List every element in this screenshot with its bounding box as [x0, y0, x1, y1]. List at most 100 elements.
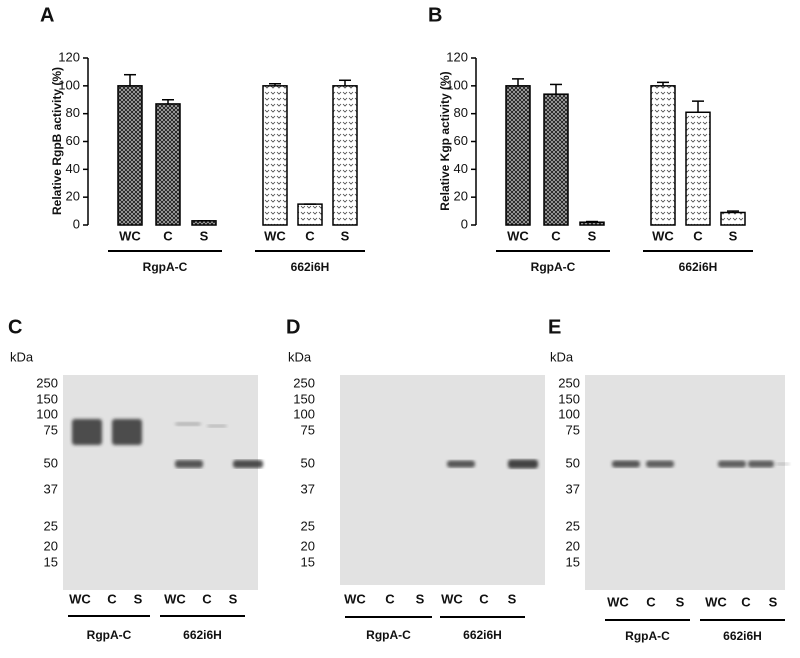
x-tick-label: S — [341, 228, 350, 243]
y-tick-label: 60 — [66, 133, 80, 148]
bar — [543, 93, 569, 226]
band — [112, 419, 142, 445]
bar — [155, 103, 181, 226]
panel-label: E — [548, 316, 561, 338]
marker-label: 100 — [558, 406, 580, 421]
band — [718, 460, 746, 468]
x-tick-label: C — [693, 228, 703, 243]
x-tick-label: S — [729, 228, 738, 243]
marker-label: 50 — [566, 455, 580, 470]
gel — [340, 375, 545, 585]
lane-label: WC — [344, 591, 366, 606]
group-label: RgpA-C — [531, 260, 576, 274]
group-label: RgpA-C — [143, 260, 188, 274]
x-tick-label: S — [200, 228, 209, 243]
y-tick-label: 0 — [461, 216, 468, 231]
x-tick-label: S — [588, 228, 597, 243]
y-tick-label: 40 — [66, 161, 80, 176]
lane-label: WC — [164, 591, 186, 606]
lane-label: S — [416, 591, 425, 606]
lane-label: C — [107, 591, 117, 606]
marker-label: 50 — [301, 455, 315, 470]
marker-label: 150 — [36, 391, 58, 406]
lane-label: WC — [441, 591, 463, 606]
bar — [720, 211, 746, 226]
marker-label: 25 — [301, 518, 315, 533]
lane-label: WC — [607, 594, 629, 609]
group-label: 662i6H — [679, 260, 718, 274]
gel — [63, 375, 258, 590]
bar — [650, 85, 676, 226]
band — [175, 460, 203, 468]
bar — [117, 85, 143, 226]
group-label: 662i6H — [463, 628, 502, 642]
panel-label: A — [40, 4, 54, 26]
x-tick-label: WC — [119, 228, 141, 243]
lane-label: C — [646, 594, 656, 609]
marker-label: 20 — [301, 538, 315, 553]
marker-label: 250 — [36, 375, 58, 390]
y-tick-label: 0 — [73, 216, 80, 231]
lane-label: C — [385, 591, 395, 606]
marker-label: 20 — [44, 538, 58, 553]
y-tick-label: 120 — [446, 49, 468, 64]
group-label: 662i6H — [723, 629, 762, 643]
lane-label: C — [479, 591, 489, 606]
unit-label: kDa — [288, 349, 312, 364]
x-tick-label: C — [163, 228, 173, 243]
x-tick-label: WC — [652, 228, 674, 243]
marker-label: 37 — [44, 481, 58, 496]
bar — [505, 85, 531, 226]
marker-label: 75 — [566, 422, 580, 437]
y-tick-label: 20 — [66, 189, 80, 204]
x-tick-label: WC — [264, 228, 286, 243]
bar — [297, 203, 323, 226]
lane-label: S — [676, 594, 685, 609]
marker-label: 15 — [566, 554, 580, 569]
lane-label: S — [508, 591, 517, 606]
marker-label: 25 — [566, 518, 580, 533]
marker-label: 37 — [301, 481, 315, 496]
bar — [685, 111, 711, 226]
marker-label: 75 — [301, 422, 315, 437]
y-tick-label: 100 — [446, 77, 468, 92]
group-label: RgpA-C — [87, 628, 132, 642]
band — [72, 419, 102, 445]
marker-label: 250 — [293, 375, 315, 390]
x-tick-label: WC — [507, 228, 529, 243]
bar — [579, 221, 605, 226]
lane-label: C — [741, 594, 751, 609]
unit-label: kDa — [10, 349, 34, 364]
panel-label: B — [428, 4, 442, 26]
band — [175, 422, 201, 426]
x-tick-label: C — [551, 228, 561, 243]
marker-label: 50 — [44, 455, 58, 470]
band — [776, 462, 790, 466]
y-tick-label: 100 — [58, 77, 80, 92]
marker-label: 250 — [558, 375, 580, 390]
lane-label: S — [134, 591, 143, 606]
band — [447, 460, 475, 468]
marker-label: 15 — [44, 554, 58, 569]
lane-label: S — [229, 591, 238, 606]
group-label: 662i6H — [291, 260, 330, 274]
band — [207, 424, 227, 428]
y-tick-label: 60 — [454, 133, 468, 148]
marker-label: 15 — [301, 554, 315, 569]
marker-label: 100 — [36, 406, 58, 421]
group-label: 662i6H — [183, 628, 222, 642]
band — [508, 459, 538, 469]
band — [748, 460, 774, 468]
gel — [585, 375, 785, 590]
group-label: RgpA-C — [625, 629, 670, 643]
lane-label: S — [769, 594, 778, 609]
marker-label: 150 — [293, 391, 315, 406]
marker-label: 25 — [44, 518, 58, 533]
marker-label: 37 — [566, 481, 580, 496]
lane-label: WC — [69, 591, 91, 606]
bar — [262, 85, 288, 226]
y-tick-label: 20 — [454, 189, 468, 204]
y-axis-label: Relative Kgp activity (%) — [438, 71, 452, 210]
panel-label: C — [8, 316, 22, 338]
